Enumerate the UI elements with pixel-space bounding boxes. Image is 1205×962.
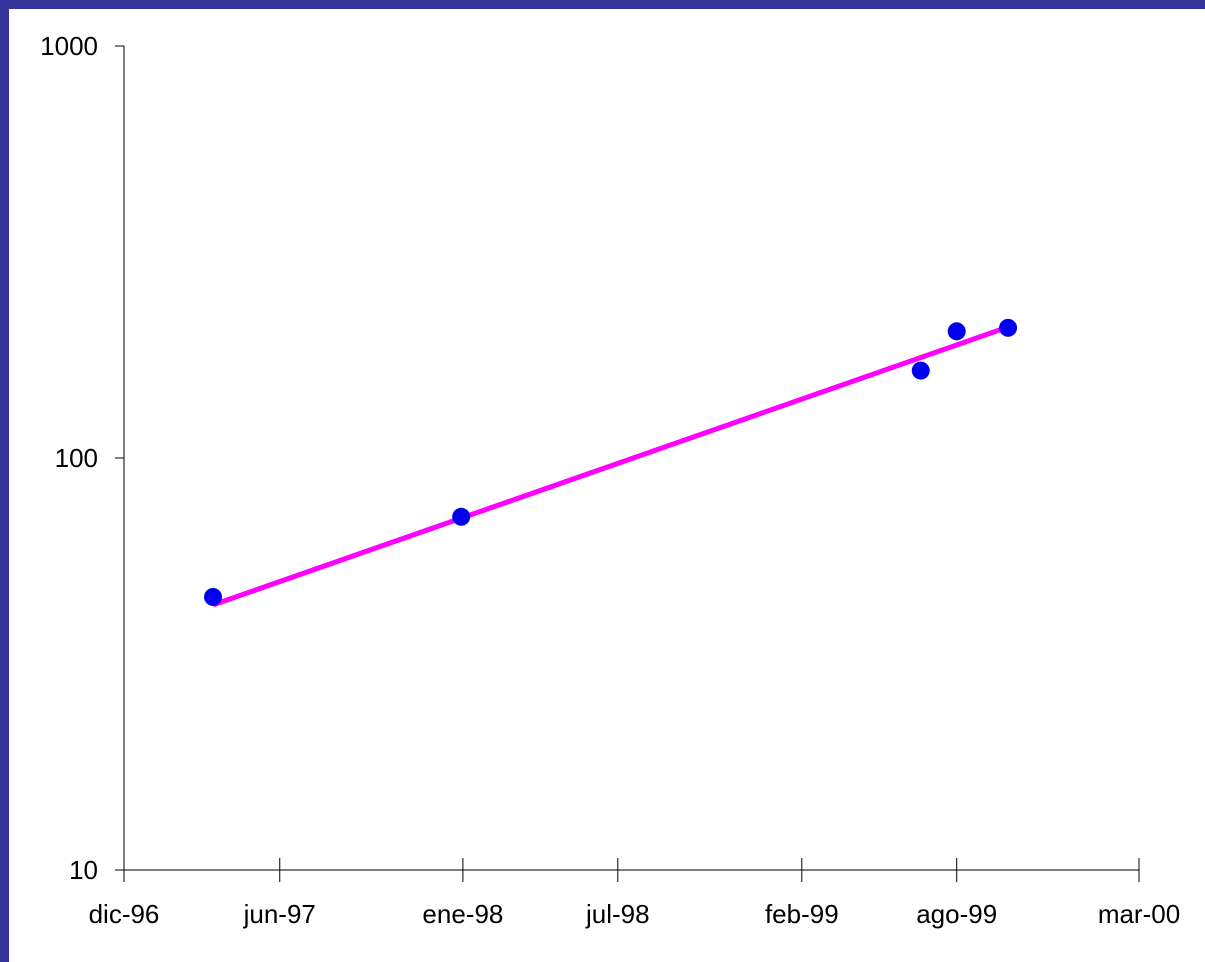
data-point [204,587,223,606]
x-tick-label: mar-00 [1098,899,1180,929]
data-point [452,507,471,526]
tick-labels: 10 100 1000 dic-96 jun-97 ene-98 jul-98 feb-99 a… [40,31,1180,929]
data-point [947,322,966,341]
x-tick-label: dic-96 [89,899,160,929]
y-tick-label: 100 [55,443,98,473]
x-tick-label: ago-99 [916,899,997,929]
ticks [115,45,1140,882]
x-tick-label: ene-98 [422,899,503,929]
chart-marks [204,318,1018,608]
x-tick-label: jun-97 [243,899,316,929]
y-tick-label: 1000 [40,31,98,61]
data-point [911,361,930,380]
data-point [999,318,1018,337]
chart-frame [9,9,1205,962]
trendline [212,324,1009,608]
y-tick-label: 10 [69,855,98,885]
x-tick-label: feb-99 [765,899,839,929]
x-tick-label: jul-98 [585,899,650,929]
